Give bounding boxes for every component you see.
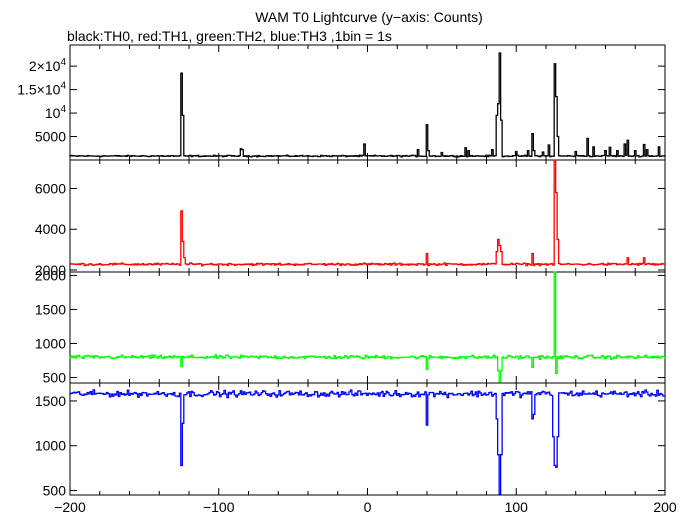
panel-th2: 500 1000 1500 2000 (35, 267, 666, 386)
y-tick-label: 2000 (35, 267, 66, 283)
series-line-th2 (69, 271, 666, 383)
chart-subtitle: black:TH0, red:TH1, green:TH2, blue:TH3 … (67, 28, 392, 44)
panel-frame (69, 271, 666, 384)
y-tick-label: 6000 (35, 181, 66, 197)
y-tick-label: 104 (45, 104, 67, 121)
x-tick-label: −100 (203, 499, 235, 515)
y-tick-label: 5000 (35, 129, 66, 145)
x-tick-label: −200 (54, 499, 86, 515)
series-line-th1 (69, 159, 666, 267)
chart-title: WAM T0 Lightcurve (y−axis: Counts) (255, 9, 483, 25)
panels-layer: 5000 104 1.5×104 2×104 2000 4000 6000 500 1000 15… (17, 44, 666, 499)
panel-th0: 5000 104 1.5×104 2×104 (17, 44, 666, 161)
y-tick-label: 1500 (35, 301, 66, 317)
panel-th3: 500 1000 1500 (35, 382, 666, 499)
y-tick-label: 500 (43, 483, 67, 499)
panel-frame (69, 44, 666, 161)
y-tick-label: 1000 (35, 336, 66, 352)
x-tick-label: 100 (505, 499, 529, 515)
y-tick-label: 2000 (35, 262, 66, 278)
y-tick-label: 2×104 (29, 57, 67, 74)
panel-frame (69, 159, 666, 273)
y-tick-label: 4000 (35, 221, 66, 237)
y-tick-label: 1500 (35, 393, 66, 409)
series-line-th3 (69, 389, 666, 495)
y-tick-label: 1.5×104 (17, 81, 66, 98)
y-tick-label: 500 (43, 370, 67, 386)
x-tick-label: 0 (364, 499, 372, 515)
series-line-th0 (69, 52, 666, 158)
panel-th1: 2000 4000 6000 (35, 159, 666, 278)
panel-frame (69, 382, 666, 496)
y-tick-label: 1000 (35, 438, 66, 454)
x-tick-label: 200 (653, 499, 677, 515)
x-axis-tick-labels: −200 −100 0 100 200 (54, 499, 677, 515)
